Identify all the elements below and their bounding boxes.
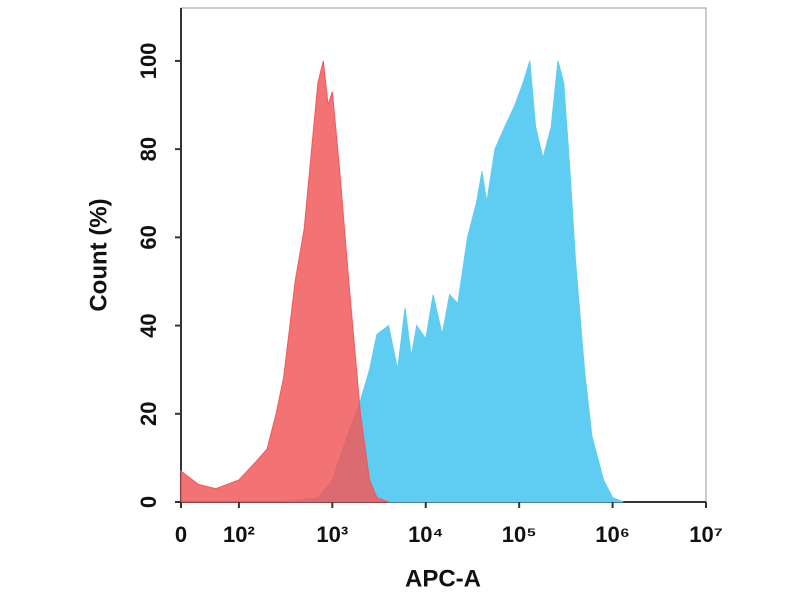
- y-tick-label: 60: [136, 225, 161, 249]
- x-tick-label: 10³: [316, 522, 348, 547]
- y-tick-label: 0: [136, 496, 161, 508]
- y-tick-label: 100: [136, 43, 161, 80]
- x-tick-label: 10⁷: [689, 522, 723, 547]
- x-tick-label: 10⁴: [408, 522, 443, 547]
- histogram-area: [180, 60, 389, 503]
- x-tick-label: 10²: [223, 522, 255, 547]
- y-tick-label: 40: [136, 313, 161, 337]
- x-tick-label: 0: [175, 522, 187, 547]
- x-tick-label: 10⁶: [595, 522, 630, 547]
- x-tick-label: 10⁵: [502, 522, 537, 547]
- y-axis-label: Count (%): [85, 198, 112, 311]
- y-tick-label: 20: [136, 402, 161, 426]
- x-axis-label: APC-A: [405, 565, 481, 592]
- y-tick-label: 80: [136, 137, 161, 161]
- histogram-area: [283, 60, 624, 503]
